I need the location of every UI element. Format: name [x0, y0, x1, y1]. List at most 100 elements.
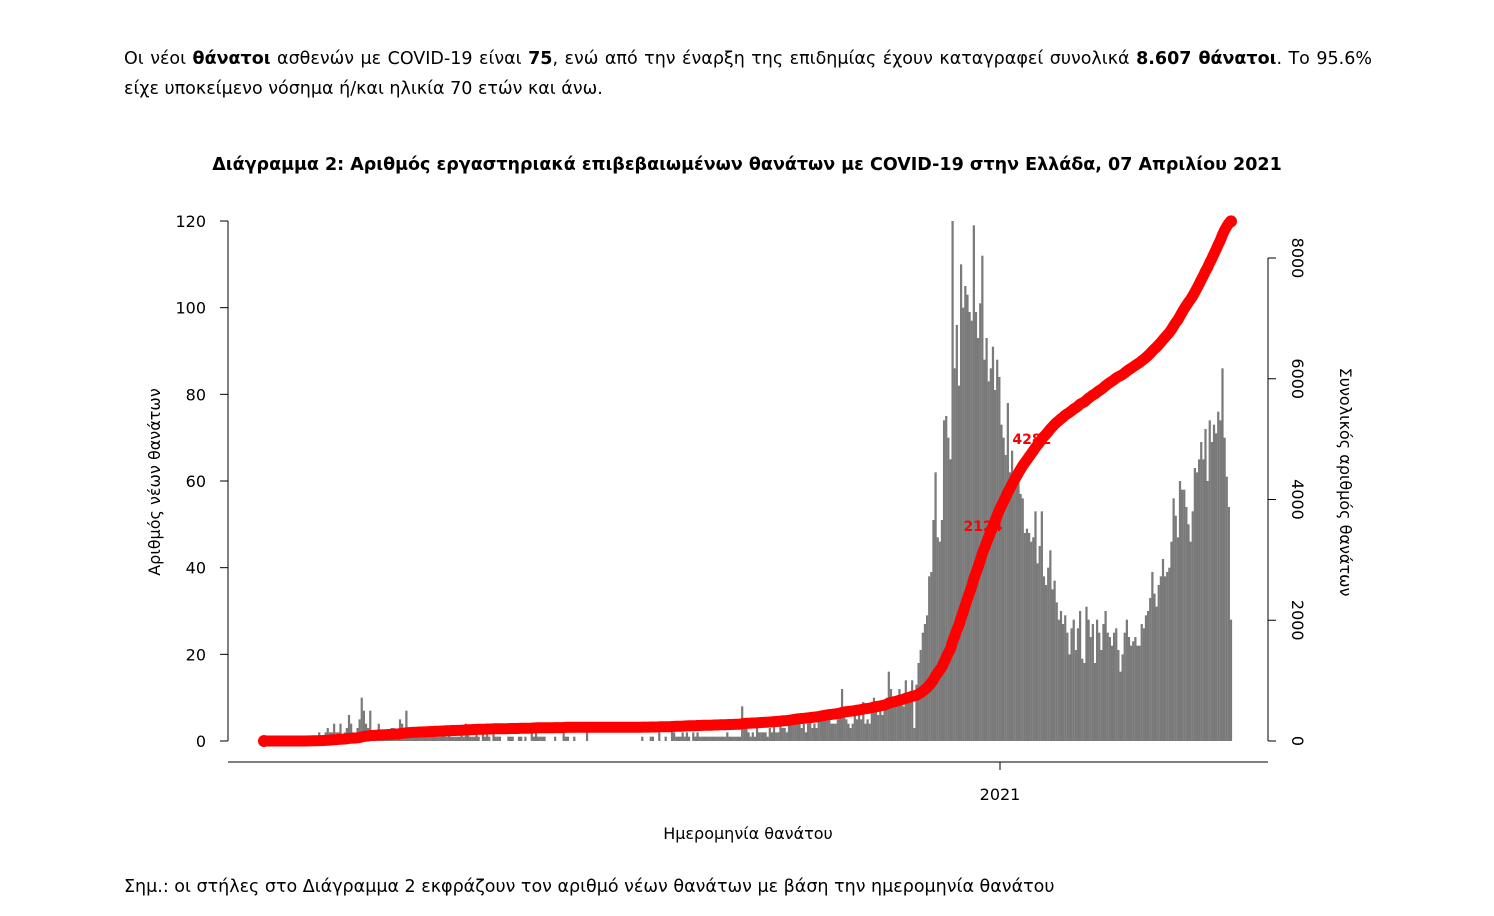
bar	[1147, 611, 1150, 741]
bar	[1159, 576, 1162, 741]
bar	[700, 736, 703, 741]
bar	[866, 719, 869, 741]
bar	[832, 723, 835, 741]
bar	[781, 728, 784, 741]
bar	[1025, 528, 1029, 741]
bar	[1170, 541, 1173, 741]
bar	[1200, 442, 1203, 741]
bar	[1070, 628, 1073, 741]
bar	[855, 719, 859, 741]
bar	[539, 736, 542, 741]
bar	[541, 736, 544, 741]
bar	[719, 736, 723, 741]
bar	[687, 736, 691, 741]
bar	[968, 312, 971, 741]
bar	[1132, 641, 1135, 741]
bar	[900, 702, 903, 741]
bar	[879, 710, 882, 741]
bar	[993, 390, 997, 741]
bar	[702, 736, 706, 741]
bar	[1202, 459, 1205, 741]
bar	[813, 723, 816, 741]
bar	[670, 723, 674, 741]
bar	[1040, 511, 1043, 741]
bar	[704, 736, 708, 741]
bar	[1049, 550, 1052, 741]
bar	[471, 736, 474, 741]
bar	[804, 732, 808, 741]
cumulative-start-point	[258, 735, 270, 747]
bar	[443, 732, 446, 741]
cumulative-layer: 2124 4282 8607	[258, 0, 1259, 747]
bar	[1140, 624, 1143, 741]
bar	[441, 732, 444, 741]
bar	[1076, 628, 1080, 741]
intro-text-2: ασθενών με COVID-19 είναι	[270, 49, 529, 69]
bar	[698, 736, 701, 741]
bar	[1038, 546, 1041, 741]
bar	[966, 294, 969, 741]
bar	[885, 697, 888, 741]
bar	[564, 736, 567, 741]
bar	[456, 736, 459, 741]
bar	[732, 736, 735, 741]
bar	[483, 736, 487, 741]
bar	[1176, 537, 1179, 741]
bar	[1227, 507, 1230, 741]
bar	[1010, 450, 1014, 741]
bar	[730, 736, 733, 741]
bar	[1108, 637, 1111, 741]
bar	[1155, 606, 1158, 741]
bar	[762, 732, 765, 741]
bar	[864, 723, 867, 741]
bar	[1008, 472, 1012, 741]
bar	[573, 736, 576, 741]
bar	[938, 541, 941, 741]
bar	[751, 732, 754, 741]
bar	[1044, 585, 1048, 741]
bar	[1115, 628, 1118, 741]
y-tick-label: 40	[186, 559, 206, 578]
intro-paragraph: Οι νέοι θάνατοι ασθενών με COVID-19 είνα…	[124, 44, 1372, 104]
bar	[1087, 619, 1090, 741]
bar	[677, 736, 680, 741]
bar	[1083, 663, 1086, 741]
bar	[1013, 485, 1016, 741]
cumulative-line	[258, 215, 1237, 747]
bar	[360, 697, 363, 741]
bar	[908, 702, 912, 741]
bar	[1030, 541, 1033, 741]
bar	[989, 368, 992, 741]
bar	[787, 719, 791, 741]
bar	[755, 728, 759, 741]
bar	[836, 719, 839, 741]
bar	[951, 221, 954, 741]
bar	[743, 728, 746, 741]
bar	[974, 312, 978, 741]
bar	[959, 264, 963, 741]
bar	[728, 736, 731, 741]
bar	[972, 225, 975, 741]
bar	[1219, 420, 1222, 741]
bar	[554, 736, 557, 741]
bar	[498, 736, 502, 741]
bar	[849, 728, 852, 741]
intro-text-1: Οι νέοι	[124, 49, 193, 69]
bar	[734, 736, 737, 741]
bar	[802, 723, 805, 741]
bar	[868, 723, 871, 741]
bar	[509, 736, 512, 741]
bar	[881, 715, 884, 741]
bar	[439, 736, 442, 741]
y-tick-label: 0	[196, 732, 206, 751]
bar	[726, 732, 729, 741]
bar	[1119, 671, 1122, 741]
bar	[1066, 632, 1069, 741]
bar	[405, 710, 408, 741]
bar	[675, 736, 678, 741]
bar	[1053, 580, 1056, 741]
bar	[874, 710, 878, 741]
bar	[806, 723, 810, 741]
bar	[936, 537, 939, 741]
bar	[475, 732, 478, 741]
